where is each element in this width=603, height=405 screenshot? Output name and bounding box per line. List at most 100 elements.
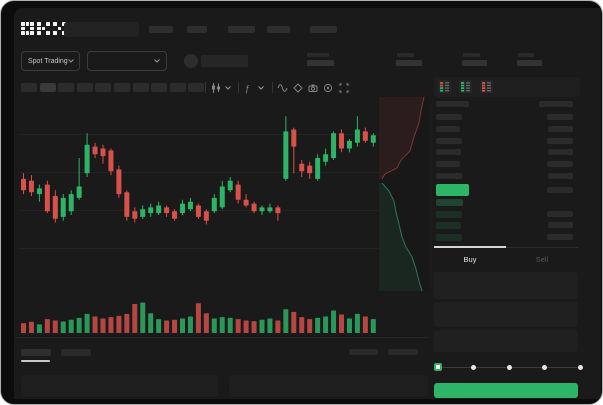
timeframe-button[interactable] <box>132 83 149 92</box>
stat-label <box>397 53 414 57</box>
stat-label <box>518 53 534 57</box>
orders-tab[interactable] <box>61 349 91 356</box>
okx-logo-glyph <box>21 22 34 35</box>
timeframe-button[interactable] <box>169 83 186 92</box>
bid-row-price[interactable] <box>436 222 461 230</box>
timeframe-button[interactable] <box>95 83 112 92</box>
timeframe-button[interactable] <box>39 83 56 92</box>
timeframe-button[interactable] <box>114 83 130 92</box>
timeframe-button[interactable] <box>76 83 93 92</box>
active-tab-underline <box>434 246 506 248</box>
ask-row-price[interactable] <box>436 137 462 144</box>
timeframe-button[interactable] <box>21 83 37 92</box>
chevron-down-icon <box>258 85 264 90</box>
fullscreen-icon <box>339 83 349 92</box>
orderbook-toolbar <box>434 77 580 97</box>
nav-item[interactable] <box>310 26 337 33</box>
orderbook-bids-view-icon[interactable] <box>459 80 472 93</box>
bid-row-price[interactable] <box>436 210 462 218</box>
orderbook-bids-view-glyph <box>459 80 472 93</box>
orders-control[interactable] <box>349 349 378 355</box>
orders-panel <box>21 375 218 397</box>
tab-sell[interactable]: Sell <box>535 255 549 264</box>
bid-row-amount[interactable] <box>547 233 573 240</box>
slider-handle[interactable] <box>434 363 442 371</box>
stat-label <box>463 53 480 57</box>
ask-row-price[interactable] <box>436 125 460 132</box>
bid-row-price[interactable] <box>436 199 463 206</box>
shapes-tool-button[interactable] <box>293 82 304 93</box>
chart-bottom-divider <box>15 337 429 338</box>
ask-row-amount[interactable] <box>547 161 573 168</box>
orderbook-asks-view-icon[interactable] <box>480 80 493 93</box>
candle-icon <box>212 82 220 93</box>
buy-button[interactable] <box>434 383 578 398</box>
bid-row-amount[interactable] <box>547 210 573 217</box>
nav-item[interactable] <box>187 26 207 33</box>
record-button[interactable] <box>323 82 334 93</box>
candle-style-button[interactable] <box>211 82 233 93</box>
ask-row-price[interactable] <box>436 149 461 156</box>
orderbook-col-header-right <box>539 101 573 107</box>
market-mode-dropdown[interactable]: Spot Trading <box>21 51 80 71</box>
fullscreen-button[interactable] <box>339 82 350 93</box>
orders-tab-underline <box>21 360 50 362</box>
ask-row-price[interactable] <box>436 161 460 168</box>
indicators-button[interactable]: ƒ <box>244 82 266 93</box>
bid-row-price[interactable] <box>436 233 462 241</box>
ask-row-price[interactable] <box>436 173 462 179</box>
line-tool-button[interactable] <box>277 82 289 93</box>
timeframe-button[interactable] <box>58 83 75 92</box>
bid-row-amount[interactable] <box>548 222 573 229</box>
nav-item[interactable] <box>228 26 255 33</box>
slider-stop-dot[interactable] <box>577 364 583 370</box>
ask-row-price[interactable] <box>436 114 462 120</box>
order-input[interactable] <box>434 302 578 327</box>
tab-buy[interactable]: Buy <box>463 255 477 264</box>
orderbook <box>434 101 580 246</box>
slider-stop-dot[interactable] <box>506 364 512 370</box>
ask-row-amount[interactable] <box>547 137 573 144</box>
search-input[interactable] <box>64 22 139 37</box>
slider-stop-dot[interactable] <box>542 364 547 370</box>
grid-line <box>19 172 429 173</box>
order-input[interactable] <box>434 330 578 352</box>
orders-tab[interactable] <box>21 349 51 356</box>
nav-item[interactable] <box>267 26 290 33</box>
svg-text:ƒ: ƒ <box>245 83 250 93</box>
coin-avatar <box>184 54 198 68</box>
slider-stop-dot[interactable] <box>471 364 476 370</box>
timeframe-button[interactable] <box>188 83 205 92</box>
orders-panel <box>229 375 428 397</box>
chevron-down-icon <box>154 59 160 63</box>
order-input[interactable] <box>434 272 578 299</box>
ask-row-amount[interactable] <box>547 114 573 120</box>
camera-button[interactable] <box>308 82 319 93</box>
trade-tabs-divider <box>434 247 578 248</box>
timeframe-button[interactable] <box>151 83 168 92</box>
stat-value <box>396 60 422 66</box>
ask-row-amount[interactable] <box>548 149 573 156</box>
stat-value <box>517 60 542 66</box>
volume-chart[interactable] <box>19 300 379 333</box>
orderbook-split-view-icon[interactable] <box>438 80 451 93</box>
pair-selector-dropdown[interactable] <box>87 51 167 71</box>
market-mode-label: Spot Trading <box>28 57 68 65</box>
toolbar-divider <box>205 82 206 93</box>
orders-control[interactable] <box>388 349 418 355</box>
ask-row-amount[interactable] <box>548 125 573 132</box>
stat-label <box>307 53 329 57</box>
diamond-icon <box>293 82 303 93</box>
last-price-badge[interactable] <box>436 184 469 196</box>
ask-row-amount[interactable] <box>548 173 573 179</box>
grid-line <box>19 248 429 249</box>
depth-chart-panel <box>379 96 429 292</box>
grid-line <box>19 134 429 135</box>
candle-chart[interactable] <box>19 97 379 293</box>
amount-slider[interactable] <box>434 360 584 374</box>
depth-chart[interactable] <box>379 96 429 292</box>
fx-icon: ƒ <box>245 83 250 93</box>
nav-item[interactable] <box>149 26 173 33</box>
chevron-down-icon <box>225 85 231 90</box>
